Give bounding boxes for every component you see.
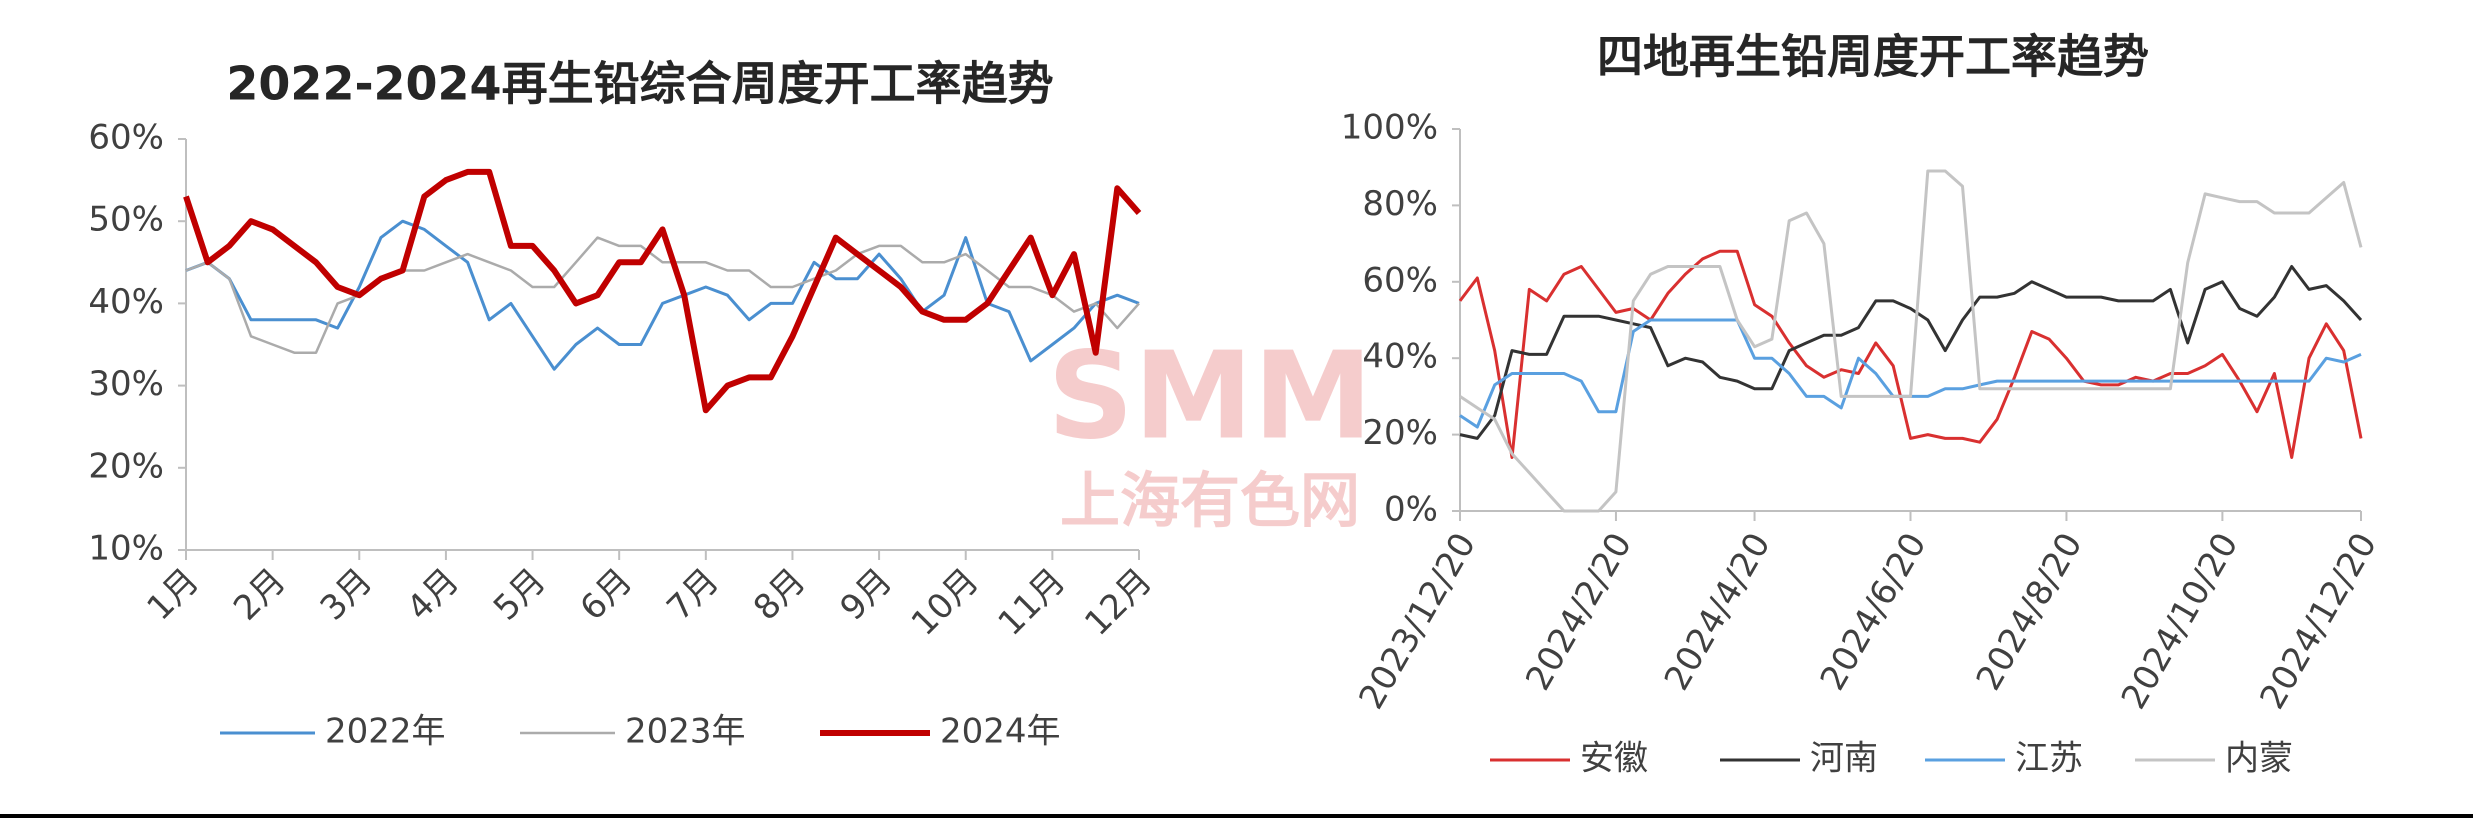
x-tick-label: 3月 xyxy=(313,561,381,629)
series-line xyxy=(183,168,1142,414)
x-tick-label: 2024/8/20 xyxy=(1969,526,2091,697)
y-tick-label: 100% xyxy=(1341,108,1438,148)
x-tick-label: 2024/2/20 xyxy=(1518,526,1640,697)
legend-label: 安徽 xyxy=(1580,739,1648,779)
y-tick-label: 20% xyxy=(1362,413,1438,453)
series-line xyxy=(1459,265,2363,440)
y-tick-label: 80% xyxy=(1362,184,1438,224)
x-tick-label: 2月 xyxy=(226,561,294,629)
legend-label: 2022年 xyxy=(325,712,446,752)
x-tick-label: 2024/6/20 xyxy=(1813,526,1935,697)
chart-title: 2022-2024再生铅综合周度开工率趋势 xyxy=(226,57,1053,111)
x-tick-label: 12月 xyxy=(1077,561,1160,644)
series-line xyxy=(185,236,1140,354)
y-tick-label: 60% xyxy=(1362,260,1438,300)
legend-label: 河南 xyxy=(1810,739,1878,779)
series-line xyxy=(1459,169,2363,513)
series-line xyxy=(1459,318,2362,429)
x-tick-label: 4月 xyxy=(399,561,467,629)
x-tick-label: 2024/10/20 xyxy=(2114,526,2247,716)
y-tick-label: 0% xyxy=(1384,490,1438,530)
series-line xyxy=(185,219,1140,371)
x-tick-label: 2024/4/20 xyxy=(1657,526,1779,697)
x-tick-label: 5月 xyxy=(486,561,554,629)
x-tick-label: 6月 xyxy=(573,561,641,629)
y-tick-label: 10% xyxy=(88,529,164,569)
legend-label: 江苏 xyxy=(2015,739,2083,779)
y-tick-label: 40% xyxy=(88,282,164,322)
watermark-logo: SMM xyxy=(1047,328,1372,467)
x-tick-label: 7月 xyxy=(659,561,727,629)
y-tick-label: 40% xyxy=(1362,337,1438,377)
legend-label: 2024年 xyxy=(940,712,1061,752)
x-tick-label: 2023/12/20 xyxy=(1351,526,1484,716)
x-tick-label: 10月 xyxy=(904,561,987,644)
watermark-text: 上海有色网 xyxy=(1060,467,1360,537)
x-tick-label: 1月 xyxy=(139,561,207,629)
y-tick-label: 20% xyxy=(88,446,164,486)
x-tick-label: 11月 xyxy=(991,561,1074,644)
y-tick-label: 30% xyxy=(88,364,164,404)
x-tick-label: 9月 xyxy=(833,561,901,629)
x-tick-label: 8月 xyxy=(746,561,814,629)
y-tick-label: 60% xyxy=(88,118,164,158)
x-tick-label: 2024/12/20 xyxy=(2252,526,2385,716)
legend-label: 2023年 xyxy=(625,712,746,752)
y-tick-label: 50% xyxy=(88,200,164,240)
series-line xyxy=(1458,249,2363,459)
chart-title: 四地再生铅周度开工率趋势 xyxy=(1597,30,2149,84)
legend-label: 内蒙 xyxy=(2225,739,2293,779)
